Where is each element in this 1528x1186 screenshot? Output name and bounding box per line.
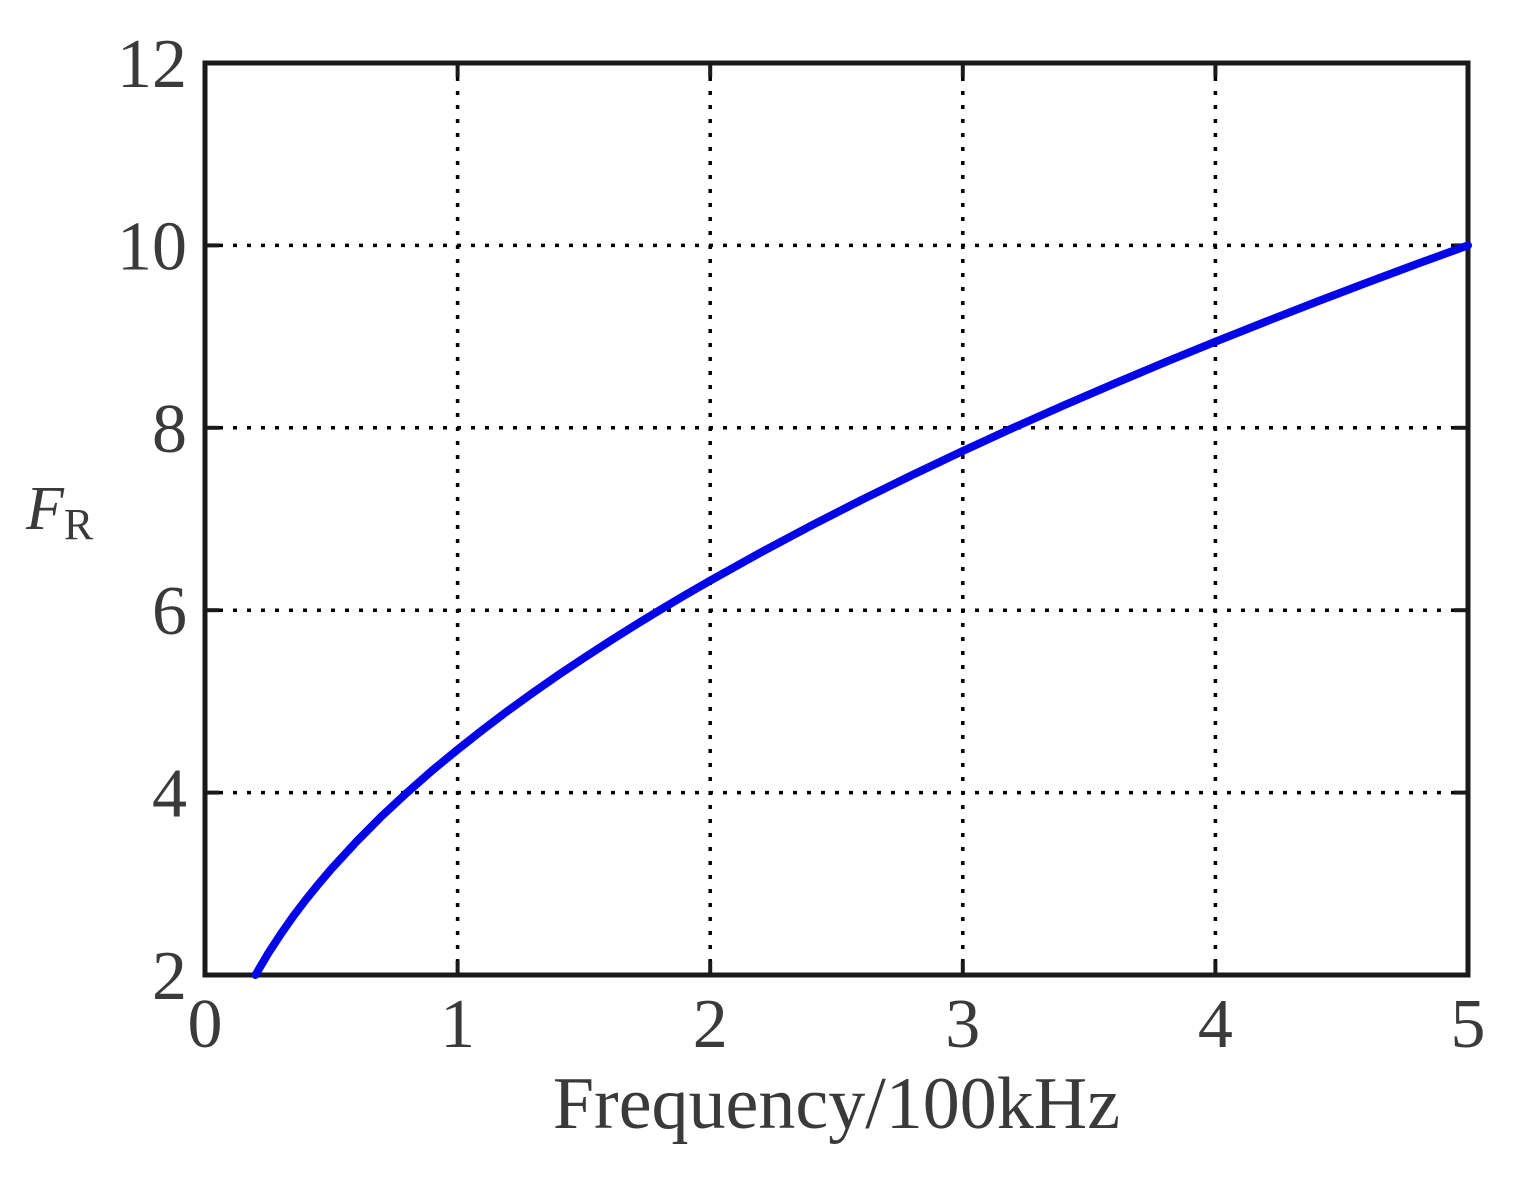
y-tick-label: 4 <box>152 756 187 833</box>
plot-border <box>202 60 1471 978</box>
y-tick-label: 10 <box>117 208 187 285</box>
y-tick-label: 8 <box>152 391 187 468</box>
y-tick-label: 6 <box>152 573 187 650</box>
data-curve <box>251 241 1472 979</box>
y-tick-labels: 2 4 6 8 10 12 <box>117 26 187 1015</box>
x-tick-label: 4 <box>1198 986 1233 1063</box>
y-axis-label-sub: R <box>63 500 94 549</box>
y-tick-label: 12 <box>117 26 187 103</box>
axis-ticks <box>203 61 1470 977</box>
x-tick-labels: 0 1 2 3 4 5 <box>188 986 1486 1063</box>
y-tick-label: 2 <box>152 938 187 1015</box>
grid-lines <box>205 63 1468 975</box>
x-tick-label: 5 <box>1451 986 1486 1063</box>
x-tick-label: 1 <box>440 986 475 1063</box>
x-tick-label: 0 <box>188 986 223 1063</box>
x-tick-label: 3 <box>945 986 980 1063</box>
x-tick-label: 2 <box>693 986 728 1063</box>
y-axis-label-main: F <box>26 475 64 543</box>
x-axis-label: Frequency/100kHz <box>552 1063 1121 1145</box>
y-axis-label: FR <box>26 474 93 550</box>
